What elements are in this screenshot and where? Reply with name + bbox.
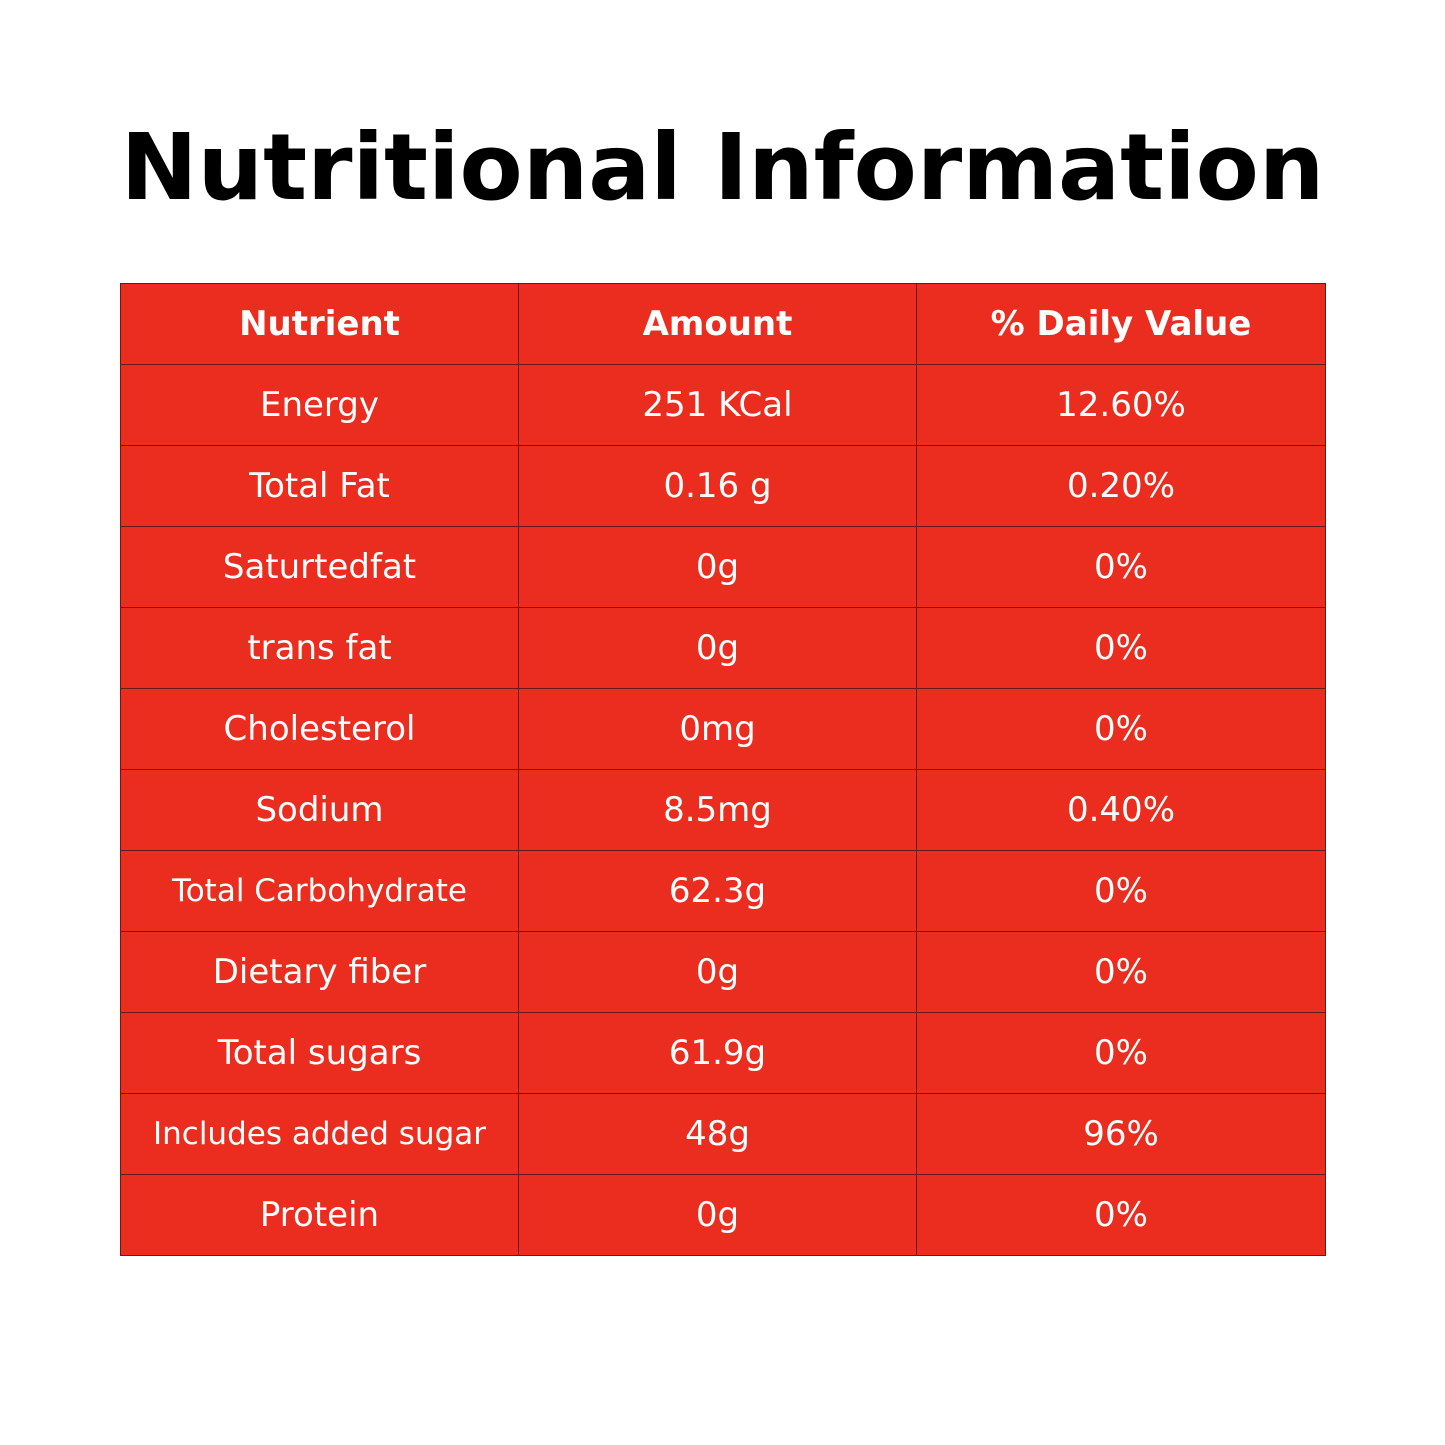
amount-cell: 0g bbox=[518, 931, 917, 1013]
amount-cell: 0g bbox=[518, 526, 917, 608]
amount-cell: 8.5mg bbox=[518, 769, 917, 851]
nutrient-cell: Dietary fiber bbox=[120, 931, 519, 1013]
nutrient-cell: Total sugars bbox=[120, 1012, 519, 1094]
daily-value-cell: 0% bbox=[916, 688, 1326, 770]
nutrient-cell: Total Fat bbox=[120, 445, 519, 527]
nutrient-cell: Protein bbox=[120, 1174, 519, 1256]
table-row: Includes added sugar 48g 96% bbox=[120, 1093, 1326, 1175]
amount-cell: 0g bbox=[518, 607, 917, 689]
nutrient-cell: Total Carbohydrate bbox=[120, 850, 519, 932]
amount-cell: 0mg bbox=[518, 688, 917, 770]
table-row: Protein 0g 0% bbox=[120, 1174, 1326, 1256]
amount-cell: 0.16 g bbox=[518, 445, 917, 527]
header-nutrient: Nutrient bbox=[120, 283, 519, 365]
nutrient-cell: Sodium bbox=[120, 769, 519, 851]
page-title: Nutritional Information bbox=[120, 114, 1325, 221]
table-header-row: Nutrient Amount % Daily Value bbox=[120, 283, 1326, 365]
table-row: trans fat 0g 0% bbox=[120, 607, 1326, 689]
amount-cell: 48g bbox=[518, 1093, 917, 1175]
daily-value-cell: 0.40% bbox=[916, 769, 1326, 851]
daily-value-cell: 0% bbox=[916, 526, 1326, 608]
nutrition-table: Nutrient Amount % Daily Value Energy 251… bbox=[120, 283, 1326, 1256]
nutrient-cell: Saturtedfat bbox=[120, 526, 519, 608]
daily-value-cell: 0% bbox=[916, 850, 1326, 932]
nutrient-cell: trans fat bbox=[120, 607, 519, 689]
table-row: Cholesterol 0mg 0% bbox=[120, 688, 1326, 770]
table-row: Sodium 8.5mg 0.40% bbox=[120, 769, 1326, 851]
header-amount: Amount bbox=[518, 283, 917, 365]
nutrient-cell: Includes added sugar bbox=[120, 1093, 519, 1175]
daily-value-cell: 0% bbox=[916, 1174, 1326, 1256]
amount-cell: 0g bbox=[518, 1174, 917, 1256]
table-row: Energy 251 KCal 12.60% bbox=[120, 364, 1326, 446]
table-row: Total Carbohydrate 62.3g 0% bbox=[120, 850, 1326, 932]
table-row: Total Fat 0.16 g 0.20% bbox=[120, 445, 1326, 527]
amount-cell: 62.3g bbox=[518, 850, 917, 932]
daily-value-cell: 0.20% bbox=[916, 445, 1326, 527]
table-row: Dietary fiber 0g 0% bbox=[120, 931, 1326, 1013]
daily-value-cell: 12.60% bbox=[916, 364, 1326, 446]
table-row: Total sugars 61.9g 0% bbox=[120, 1012, 1326, 1094]
daily-value-cell: 96% bbox=[916, 1093, 1326, 1175]
daily-value-cell: 0% bbox=[916, 607, 1326, 689]
nutrient-cell: Energy bbox=[120, 364, 519, 446]
daily-value-cell: 0% bbox=[916, 1012, 1326, 1094]
header-daily-value: % Daily Value bbox=[916, 283, 1326, 365]
amount-cell: 251 KCal bbox=[518, 364, 917, 446]
table-row: Saturtedfat 0g 0% bbox=[120, 526, 1326, 608]
amount-cell: 61.9g bbox=[518, 1012, 917, 1094]
daily-value-cell: 0% bbox=[916, 931, 1326, 1013]
nutrient-cell: Cholesterol bbox=[120, 688, 519, 770]
